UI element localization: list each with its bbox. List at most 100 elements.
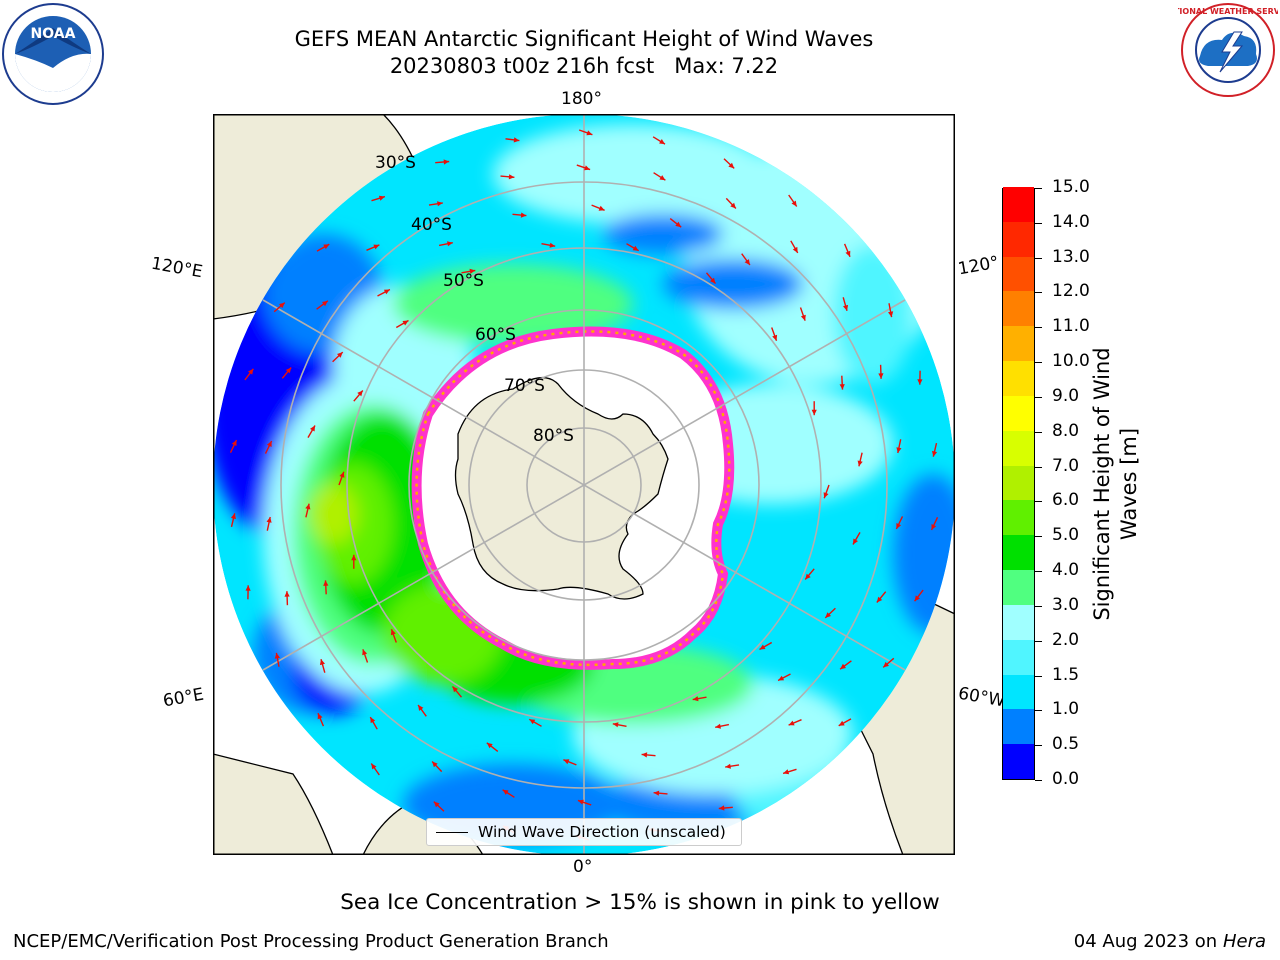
wind-arrow-head (378, 195, 385, 201)
colorbar-segment (1003, 743, 1034, 779)
wind-arrow-head (563, 759, 570, 765)
wind-arrow-head (659, 175, 666, 181)
wind-arrow-head (710, 277, 716, 284)
wind-arrow-head (598, 205, 605, 211)
wind-arrow-head (725, 763, 731, 769)
colorbar-segment (1003, 256, 1034, 292)
antarctica (454, 377, 669, 600)
wind-arrow-head (231, 440, 237, 446)
colorbar-label: Significant Height of Wind Waves [m] (1090, 347, 1141, 621)
wind-arrow-head (840, 663, 846, 670)
wind-arrow-head (641, 752, 648, 758)
nws-logo-text: NATIONAL WEATHER SERVICE (1178, 7, 1278, 16)
lat-label-40s: 40°S (411, 215, 452, 235)
wind-arrow-head (266, 441, 272, 447)
lat-label-80s: 80°S (533, 426, 574, 446)
wind-arrow-head (778, 675, 785, 681)
graticule (213, 114, 955, 855)
colorbar-segment (1003, 639, 1034, 675)
wind-arrow-head (878, 373, 884, 379)
wind-arrow-head (675, 221, 682, 228)
colorbar-tick-label: 0.0 (1052, 769, 1080, 789)
wind-arrow-head (853, 538, 858, 545)
colorbar-tick-label: 13.0 (1052, 246, 1090, 267)
colorbar-tick-label: 3.0 (1052, 594, 1080, 615)
nws-logo: NATIONAL WEATHER SERVICE (1162, 2, 1280, 98)
footer-machine: Hera (1222, 931, 1266, 952)
wind-arrow-head (825, 612, 831, 618)
wind-arrow-head (805, 573, 811, 580)
colorbar-tick-mark (1035, 362, 1042, 364)
wind-arrow-head (876, 596, 883, 603)
wind-arrow-head (443, 159, 450, 165)
colorbar-tick-label: 12.0 (1052, 281, 1090, 302)
noaa-logo-text: NOAA (31, 26, 76, 42)
colorbar-tick-label: 7.0 (1052, 455, 1080, 476)
title-line-1: GEFS MEAN Antarctic Significant Height o… (294, 27, 874, 51)
wind-arrow-head (319, 659, 325, 666)
colorbar-tick-mark (1035, 466, 1042, 468)
wind-arrow-head (486, 742, 493, 749)
colorbar-segment (1003, 221, 1034, 257)
noaa-logo: NOAA (2, 2, 104, 106)
wind-arrow-head (914, 595, 920, 602)
colorbar-segment (1003, 290, 1034, 327)
colorbar-segment (1003, 325, 1034, 362)
wind-arrow-head (730, 202, 736, 209)
wind-arrow-head (549, 242, 556, 248)
wind-arrow-head (888, 311, 894, 318)
lon-label-120w: 120° (956, 252, 1001, 280)
lat-label-50s: 50°S (443, 271, 484, 291)
wind-arrow-head (839, 384, 845, 390)
wind-arrow-head (843, 304, 849, 311)
lon-label-180: 180° (561, 89, 602, 109)
wind-arrow-head (339, 471, 345, 478)
colorbar-segment (1003, 674, 1034, 710)
colorbar-segment (1003, 430, 1034, 466)
wind-arrow-head (370, 717, 376, 724)
lat-label-60s: 60°S (475, 325, 516, 345)
wind-arrow-head (469, 268, 476, 274)
wind-arrow-head (371, 763, 377, 770)
colorbar-tick-label: 1.0 (1052, 699, 1080, 720)
wind-arrow-head (452, 686, 458, 693)
colorbar-tick-label: 11.0 (1052, 316, 1090, 337)
wind-arrow-head (823, 492, 829, 499)
wind-arrow-head (337, 352, 343, 358)
wind-arrow-head (274, 652, 280, 659)
wind-arrow-head (248, 368, 254, 375)
colorbar-tick-label: 9.0 (1052, 385, 1080, 406)
wind-arrow-head (692, 696, 699, 702)
wind-arrow-head (317, 713, 323, 720)
wind-arrow-head (433, 801, 440, 808)
colorbar-tick-mark (1035, 780, 1042, 781)
wind-arrow-head (529, 719, 536, 725)
wind-arrow-head (362, 649, 368, 656)
legend-line-sample (436, 832, 468, 834)
wind-arrow-head (418, 705, 424, 711)
footer-date-text: 04 Aug 2023 on (1073, 931, 1218, 952)
wind-arrow-head (266, 517, 272, 523)
wind-arrow-head (783, 769, 790, 775)
map-legend: Wind Wave Direction (unscaled) (426, 818, 742, 846)
colorbar-tick-label: 10.0 (1052, 351, 1090, 372)
wind-arrow-head (284, 591, 290, 597)
lat-label-70s: 70°S (504, 376, 545, 396)
colorbar-tick-mark (1035, 501, 1042, 503)
wind-arrow-head (917, 379, 923, 385)
colorbar (1002, 186, 1035, 780)
colorbar-tick-mark (1035, 396, 1042, 398)
wind-arrow-head (383, 289, 390, 295)
colorbar-tick-label: 1.5 (1052, 664, 1080, 685)
wind-arrow-head (811, 409, 817, 416)
colorbar-segment (1003, 708, 1034, 745)
colorbar-tick-label: 8.0 (1052, 420, 1080, 441)
lon-label-120e: 120°E (149, 253, 205, 283)
colorbar-tick-label: 0.5 (1052, 734, 1080, 755)
wind-arrow-head (653, 790, 660, 796)
footer-date: 04 Aug 2023 on Hera (1074, 931, 1266, 952)
wind-arrow-head (800, 314, 806, 321)
wind-arrow-head (432, 761, 438, 768)
colorbar-tick-mark (1035, 675, 1042, 677)
wind-arrow-head (632, 245, 639, 251)
